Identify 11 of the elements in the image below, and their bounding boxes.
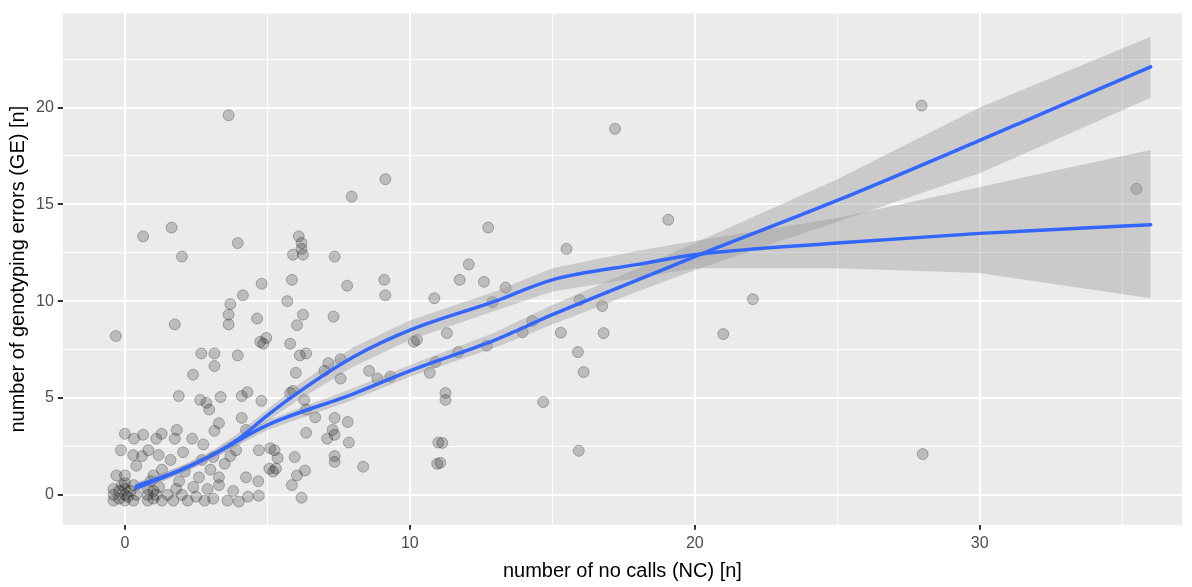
x-axis-title: number of no calls (NC) [n] [502,558,742,581]
y-tick-label: 0 [44,485,54,503]
y-tick-label: 10 [36,291,54,309]
y-tick-label: 20 [36,97,54,115]
x-tick-label: 0 [120,533,130,551]
x-tick-label: 10 [400,533,419,551]
x-tick-label: 20 [685,533,704,551]
y-axis-title: number of genotyping errors (GE) [n] [5,105,28,433]
y-tick-label: 15 [36,194,54,212]
y-tick-label: 5 [44,388,54,406]
x-tick-label: 30 [970,533,989,551]
